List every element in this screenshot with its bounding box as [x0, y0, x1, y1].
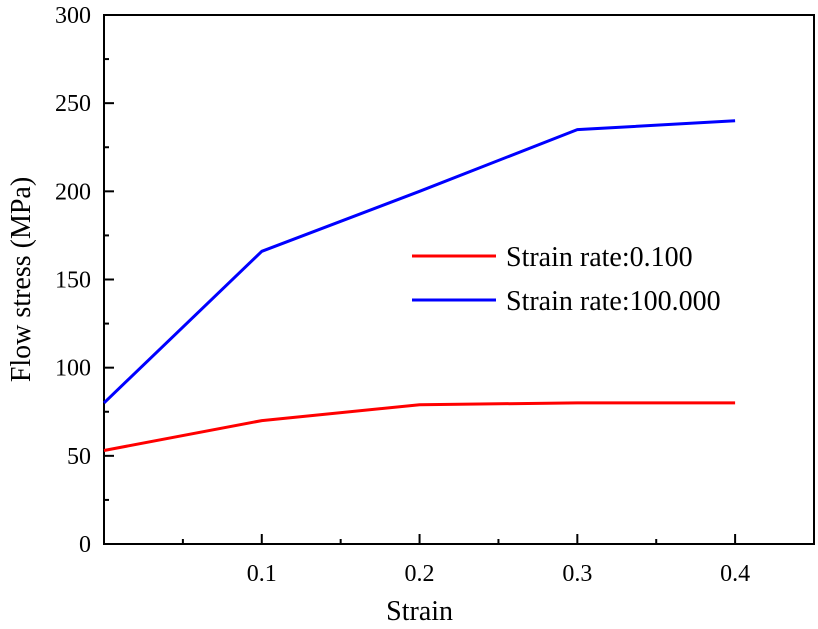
plot-frame	[103, 14, 815, 545]
y-tick-label: 0	[79, 532, 91, 558]
y-tick-label: 300	[55, 3, 91, 29]
series-layer	[102, 119, 736, 452]
y-axis: 0 50 100 150 200 250 300	[55, 3, 114, 558]
y-tick-label: 250	[55, 91, 91, 117]
x-tick-label: 0.1	[247, 561, 277, 587]
x-tick-label: 0.2	[405, 561, 435, 587]
series-line-2	[102, 119, 736, 404]
y-tick-label: 50	[67, 444, 91, 470]
legend-label: Strain rate:0.100	[506, 242, 693, 273]
series-line-1	[103, 401, 736, 452]
x-axis: 0.1 0.2 0.3 0.4	[181, 534, 750, 587]
x-axis-title: Strain	[386, 596, 453, 627]
y-tick-label: 200	[55, 179, 91, 205]
y-tick-label: 150	[55, 268, 91, 294]
plot-area	[103, 14, 815, 545]
y-axis-title: Flow stress (MPa)	[6, 177, 37, 382]
legend-label: Strain rate:100.000	[506, 286, 721, 317]
x-tick-label: 0.3	[562, 561, 592, 587]
x-tick-label: 0.4	[720, 561, 750, 587]
legend: Strain rate:0.100 Strain rate:100.000	[412, 242, 721, 317]
y-tick-label: 100	[55, 356, 91, 382]
